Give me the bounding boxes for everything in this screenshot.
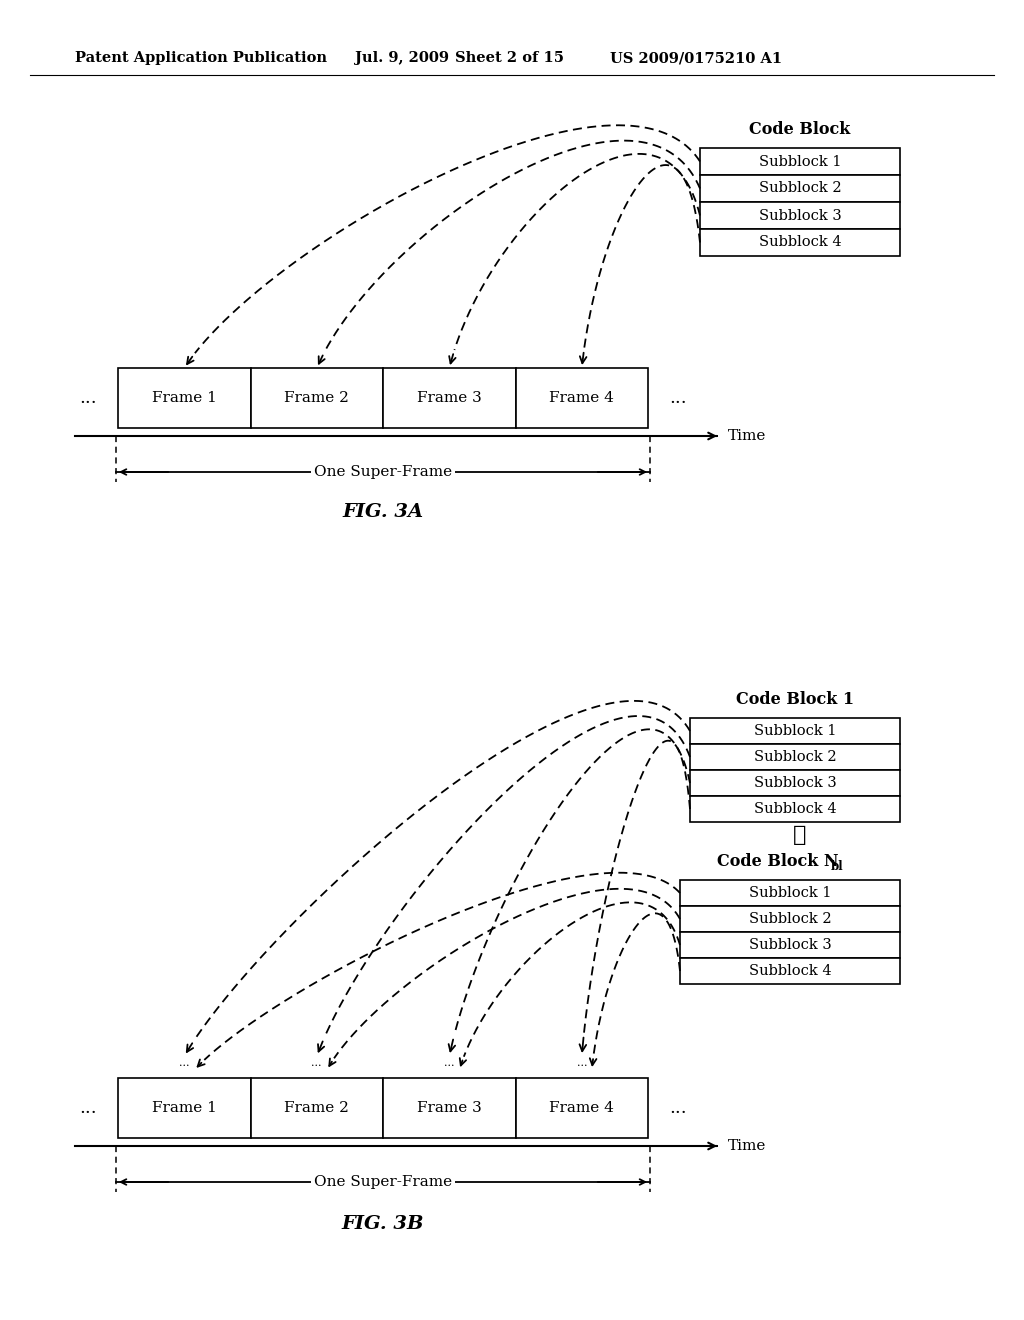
FancyBboxPatch shape <box>700 176 900 202</box>
FancyBboxPatch shape <box>383 368 515 428</box>
FancyBboxPatch shape <box>680 906 900 932</box>
FancyBboxPatch shape <box>515 1078 648 1138</box>
Text: FIG. 3B: FIG. 3B <box>342 1214 424 1233</box>
Text: Patent Application Publication: Patent Application Publication <box>75 51 327 65</box>
FancyBboxPatch shape <box>690 744 900 770</box>
Text: Frame 3: Frame 3 <box>417 1101 481 1115</box>
Text: Frame 2: Frame 2 <box>285 1101 349 1115</box>
Text: Subblock 4: Subblock 4 <box>754 803 837 816</box>
Text: Frame 3: Frame 3 <box>417 391 481 405</box>
Text: Frame 4: Frame 4 <box>549 391 614 405</box>
Text: Subblock 2: Subblock 2 <box>749 912 831 927</box>
Text: Subblock 1: Subblock 1 <box>749 886 831 900</box>
Text: Subblock 3: Subblock 3 <box>754 776 837 789</box>
FancyBboxPatch shape <box>700 228 900 256</box>
Text: Subblock 3: Subblock 3 <box>749 939 831 952</box>
Text: ...: ... <box>444 1059 455 1068</box>
Text: bl: bl <box>830 861 844 874</box>
Text: Subblock 4: Subblock 4 <box>759 235 842 249</box>
Text: Code Block: Code Block <box>750 121 851 139</box>
Text: Time: Time <box>728 429 766 444</box>
FancyBboxPatch shape <box>700 148 900 176</box>
Text: US 2009/0175210 A1: US 2009/0175210 A1 <box>610 51 782 65</box>
Text: Frame 1: Frame 1 <box>152 1101 217 1115</box>
Text: Code Block N: Code Block N <box>717 854 839 870</box>
Text: Frame 2: Frame 2 <box>285 391 349 405</box>
Text: Subblock 3: Subblock 3 <box>759 209 842 223</box>
FancyBboxPatch shape <box>118 1078 251 1138</box>
FancyBboxPatch shape <box>680 958 900 983</box>
FancyBboxPatch shape <box>383 1078 515 1138</box>
FancyBboxPatch shape <box>251 1078 383 1138</box>
Text: ...: ... <box>79 389 97 407</box>
Text: One Super-Frame: One Super-Frame <box>314 465 452 479</box>
Text: Subblock 2: Subblock 2 <box>754 750 837 764</box>
Text: Subblock 1: Subblock 1 <box>759 154 842 169</box>
FancyBboxPatch shape <box>515 368 648 428</box>
Text: Subblock 1: Subblock 1 <box>754 723 837 738</box>
Text: Frame 1: Frame 1 <box>152 391 217 405</box>
FancyBboxPatch shape <box>118 368 251 428</box>
Text: Code Block 1: Code Block 1 <box>736 692 854 709</box>
Text: ...: ... <box>79 1100 97 1117</box>
Text: ...: ... <box>179 1059 189 1068</box>
Text: ...: ... <box>670 389 687 407</box>
FancyBboxPatch shape <box>700 202 900 228</box>
FancyBboxPatch shape <box>690 796 900 822</box>
Text: Subblock 4: Subblock 4 <box>749 964 831 978</box>
Text: Subblock 2: Subblock 2 <box>759 181 842 195</box>
FancyBboxPatch shape <box>690 770 900 796</box>
FancyBboxPatch shape <box>251 368 383 428</box>
Text: FIG. 3A: FIG. 3A <box>342 503 424 521</box>
Text: Time: Time <box>728 1139 766 1152</box>
Text: ...: ... <box>670 1100 687 1117</box>
Text: ...: ... <box>577 1059 587 1068</box>
FancyBboxPatch shape <box>680 880 900 906</box>
FancyBboxPatch shape <box>680 932 900 958</box>
Text: ⋮: ⋮ <box>794 824 807 846</box>
Text: Sheet 2 of 15: Sheet 2 of 15 <box>455 51 564 65</box>
Text: Frame 4: Frame 4 <box>549 1101 614 1115</box>
FancyBboxPatch shape <box>690 718 900 744</box>
Text: ...: ... <box>311 1059 322 1068</box>
Text: One Super-Frame: One Super-Frame <box>314 1175 452 1189</box>
Text: Jul. 9, 2009: Jul. 9, 2009 <box>355 51 449 65</box>
